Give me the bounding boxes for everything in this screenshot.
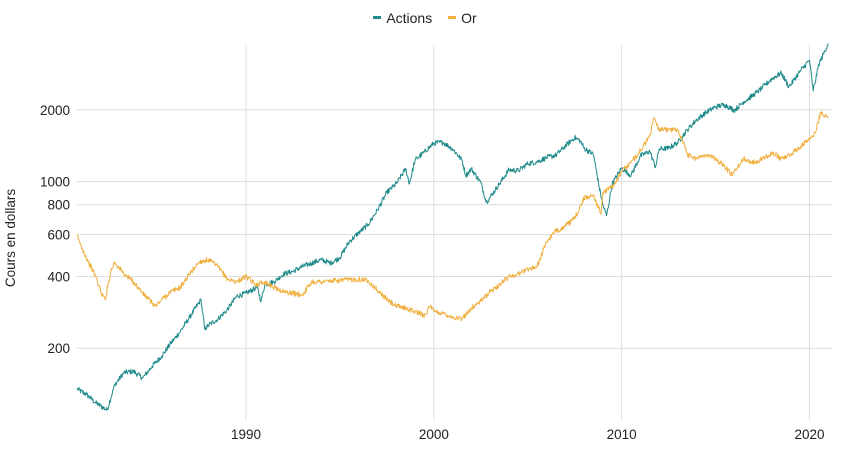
y-tick-label-800: 800 [47,198,70,213]
y-tick-label-200: 200 [47,341,70,356]
y-tick-label-600: 600 [47,227,70,242]
series-line-or [76,110,829,322]
x-tick-label-2000: 2000 [419,427,449,442]
legend-swatch-or [448,16,457,19]
y-axis-title: Cours en dollars [3,189,18,288]
x-tick-label-2010: 2010 [607,427,637,442]
legend-item-or[interactable]: Or [448,10,477,26]
legend-item-actions[interactable]: Actions [373,10,432,26]
y-tick-label-2000: 2000 [40,103,70,118]
legend-swatch-actions [373,16,382,19]
legend-label-or: Or [461,9,477,26]
x-tick-label-1990: 1990 [231,427,261,442]
x-tick-label-2020: 2020 [794,427,824,442]
grid [77,45,832,420]
y-tick-label-400: 400 [47,269,70,284]
series-group [76,43,829,411]
legend-label-actions: Actions [386,9,433,26]
y-tick-label-1000: 1000 [40,175,70,190]
legend: Actions Or [0,6,850,26]
series-line-actions [76,43,829,411]
tick-labels: 1990 2000 2010 2020 200 400 600 800 1000 2000 [40,103,825,442]
